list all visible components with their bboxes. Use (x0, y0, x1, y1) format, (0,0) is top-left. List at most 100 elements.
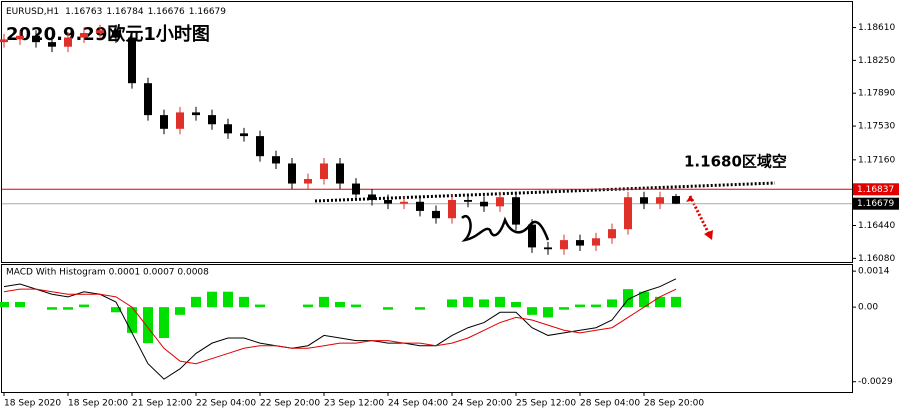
histogram-bar (303, 304, 313, 308)
candle-body (512, 197, 520, 225)
candle-body (176, 112, 184, 129)
candle-body (432, 210, 440, 219)
candle-body (224, 124, 232, 134)
x-tick-label: 22 Sep 04:00 (196, 399, 256, 409)
chart-header: EURUSD,H1 1.16763 1.16784 1.16676 1.16679 (6, 7, 226, 17)
symbol: EURUSD,H1 (6, 7, 59, 17)
y-tick-label: 1.17160 (858, 155, 895, 165)
header-high: 1.16784 (106, 7, 143, 17)
y-tick-label: 0.0014 (858, 267, 890, 277)
candle-body (256, 136, 264, 157)
y-tick-label: -0.0029 (858, 377, 893, 387)
candle-body (400, 201, 408, 204)
macd-line (3, 278, 677, 380)
x-tick-label: 23 Sep 12:00 (324, 399, 384, 409)
histogram-bar (559, 307, 569, 310)
header-open: 1.16763 (65, 7, 102, 17)
arrow-head (704, 230, 713, 240)
candle-body (416, 201, 424, 211)
candle-body (0, 39, 8, 43)
candle-body (656, 197, 664, 204)
price-label: 1.16837 (857, 185, 894, 195)
header-close: 1.16679 (189, 7, 226, 17)
candle-body (368, 194, 376, 200)
candle-body (528, 224, 536, 248)
histogram-bar (0, 302, 9, 308)
candle-body (464, 199, 472, 202)
histogram-bar (495, 296, 505, 308)
histogram-bar (191, 296, 201, 308)
chart-title: 2020.9.29欧元1小时图 (6, 23, 210, 45)
candle-body (320, 163, 328, 179)
candle-body (288, 163, 296, 184)
candle-body (496, 197, 504, 207)
histogram-bar (479, 299, 489, 308)
candle-body (64, 37, 72, 47)
candle-body (608, 229, 616, 239)
trend-line (314, 181, 776, 203)
x-tick-label: 21 Sep 12:00 (132, 399, 192, 409)
y-tick-label: 1.18610 (858, 23, 895, 33)
candle-body (80, 33, 88, 38)
candle-body (96, 30, 104, 34)
histogram-bar (575, 304, 585, 308)
candle-body (352, 183, 360, 195)
histogram-bar (111, 307, 121, 313)
main-pane-border (1, 1, 853, 263)
histogram-bar (543, 307, 553, 318)
histogram-bar (639, 291, 649, 308)
histogram-bar (623, 289, 633, 308)
x-tick-label: 24 Sep 04:00 (388, 399, 448, 409)
histogram-bar (239, 296, 249, 308)
y-tick-label: 1.16440 (858, 221, 895, 231)
histogram-bar (255, 304, 265, 308)
price-label: 1.16679 (857, 199, 894, 209)
y-tick-label: 1.16080 (858, 254, 895, 264)
histogram-bar (527, 307, 537, 315)
candle-body (272, 156, 280, 164)
histogram-bar (335, 302, 345, 308)
x-tick-label: 24 Sep 20:00 (452, 399, 512, 409)
candle-body (640, 197, 648, 204)
histogram-bar (415, 307, 425, 310)
histogram-bar (127, 307, 137, 333)
candle-body (544, 247, 552, 250)
x-tick-label: 25 Sep 12:00 (516, 399, 576, 409)
histogram-bar (511, 302, 521, 308)
y-tick-label: 1.18250 (858, 56, 895, 66)
candle-body (112, 30, 120, 38)
price-label-box (853, 197, 899, 210)
x-tick-label: 18 Sep 20:00 (68, 399, 128, 409)
macd-title: MACD With Histogram 0.0001 0.0007 0.0008 (6, 268, 209, 278)
histogram-bar (383, 307, 393, 310)
candle-body (128, 37, 136, 84)
candle-body (144, 83, 152, 116)
candle-body (560, 240, 568, 250)
histogram-bar (175, 307, 185, 315)
histogram-bar (207, 291, 217, 308)
candle-body (208, 115, 216, 125)
histogram-bar (319, 296, 329, 308)
candle-body (672, 196, 680, 204)
histogram-bar (591, 304, 601, 308)
histogram-bar (655, 296, 665, 308)
histogram-bar (447, 299, 457, 308)
y-tick-label: 1.17890 (858, 89, 895, 99)
candle-body (480, 201, 488, 207)
candle-body (592, 238, 600, 246)
x-tick-label: 28 Sep 04:00 (580, 399, 640, 409)
header-low: 1.16676 (148, 7, 185, 17)
candle-body (192, 112, 200, 116)
signal-line (3, 288, 677, 365)
candle-body (336, 163, 344, 184)
candle-body (448, 199, 456, 219)
histogram-bar (671, 296, 681, 308)
candle-body (304, 178, 312, 184)
candle-body (624, 197, 632, 230)
histogram-bar (79, 304, 89, 308)
histogram-bar (47, 307, 57, 310)
histogram-bar (351, 304, 361, 308)
price-label-box (853, 183, 899, 196)
candle-body (32, 35, 40, 43)
